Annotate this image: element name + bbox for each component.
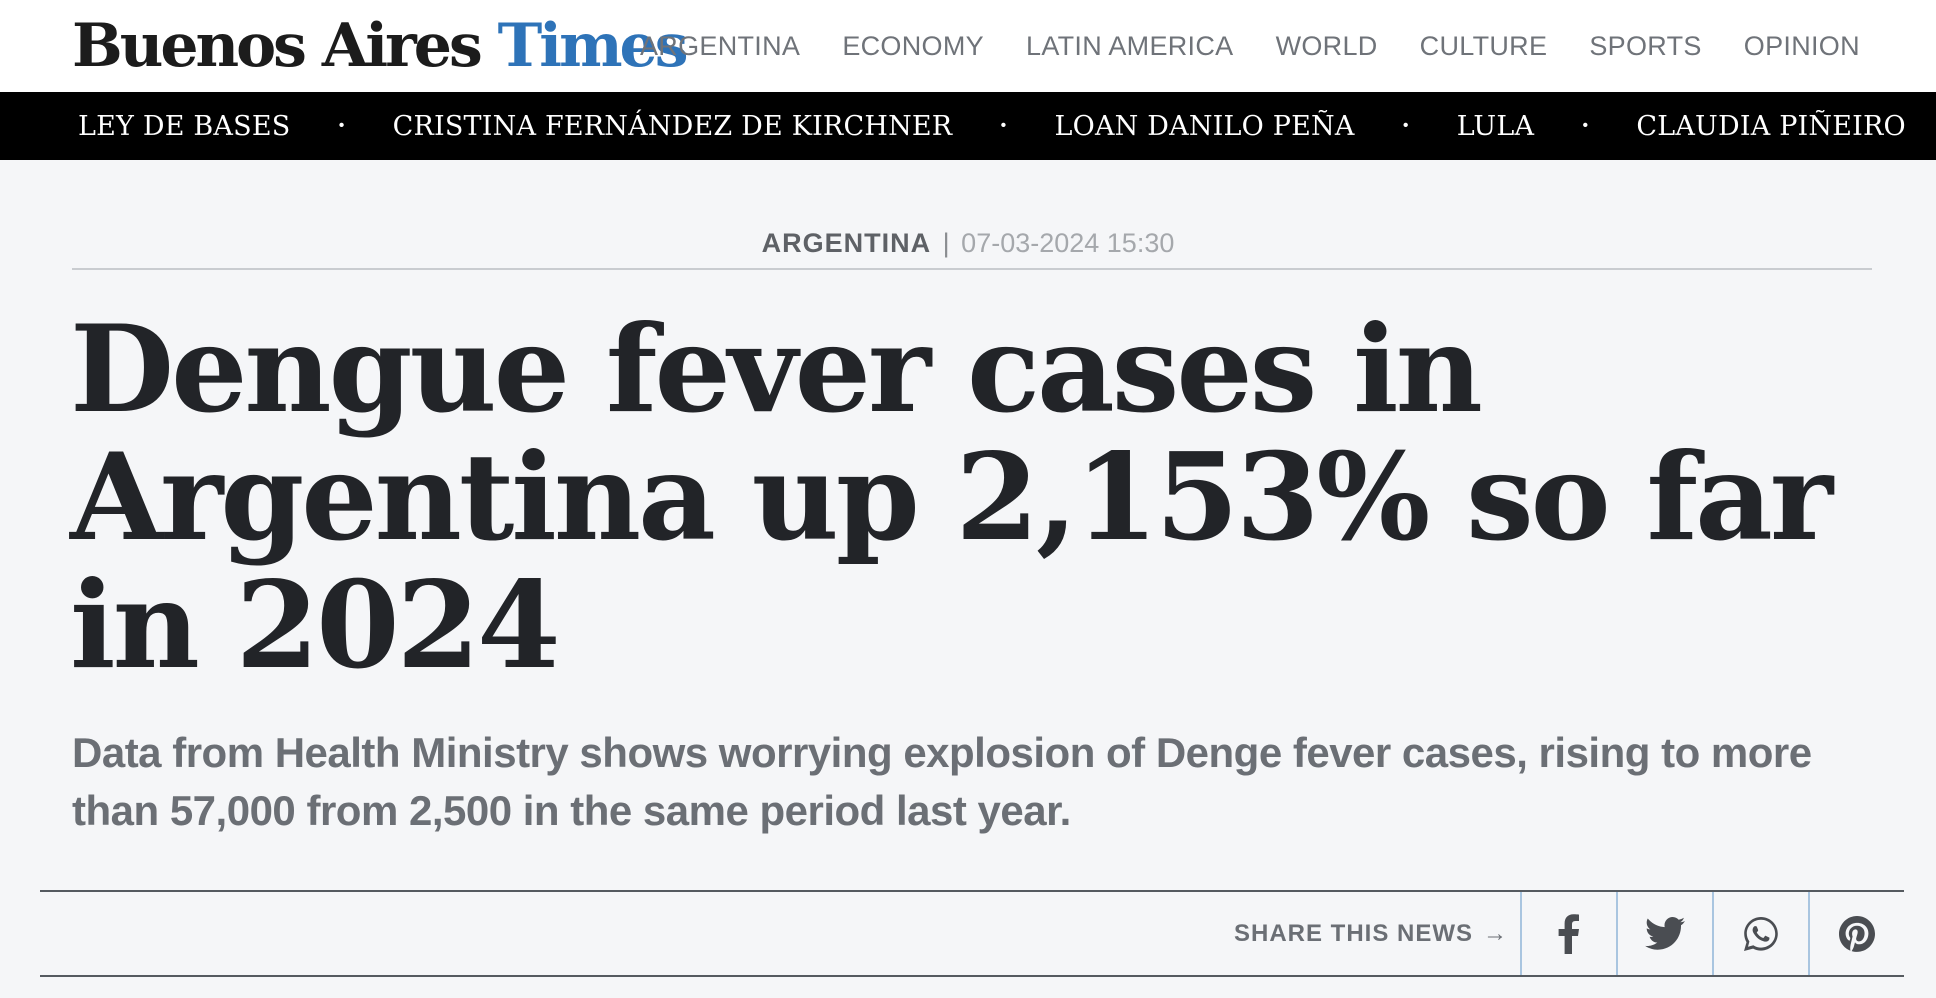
facebook-icon (1558, 913, 1579, 954)
tag-link-loan-danilo-pena[interactable]: LOAN DANILO PEÑA (1054, 110, 1355, 142)
article-meta: ARGENTINA | 07-03-2024 15:30 (0, 226, 1936, 260)
article-subhead: Data from Health Ministry shows worrying… (72, 729, 1812, 834)
trending-tags-bar: LEY DE BASES • CRISTINA FERNÁNDEZ DE KIR… (0, 92, 1936, 160)
article-section-link[interactable]: ARGENTINA (761, 228, 932, 258)
nav-item-opinion[interactable]: OPINION (1743, 30, 1860, 61)
share-bar-bottom-rule (40, 975, 1904, 977)
logo-text-buenos-aires: Buenos Aires (72, 11, 483, 81)
tag-separator: • (338, 117, 345, 134)
share-label: SHARE THIS NEWS → (1180, 892, 1520, 975)
share-twitter-button[interactable] (1616, 892, 1712, 975)
pinterest-icon (1839, 915, 1875, 952)
share-buttons (1520, 892, 1904, 975)
meta-separator: | (942, 228, 950, 258)
tag-link-lula[interactable]: LULA (1456, 110, 1535, 142)
tag-link-ley-de-bases[interactable]: LEY DE BASES (78, 110, 291, 142)
article-headline: Dengue fever cases in Argentina up 2,153… (70, 299, 1833, 696)
nav-item-latin-america[interactable]: LATIN AMERICA (1026, 30, 1234, 61)
nav-item-sports[interactable]: SPORTS (1589, 30, 1702, 61)
tag-link-claudia-pineiro[interactable]: CLAUDIA PIÑEIRO (1636, 110, 1906, 142)
tag-separator: • (1000, 117, 1007, 134)
tag-separator: • (1582, 117, 1589, 134)
twitter-icon (1645, 916, 1685, 950)
share-whatsapp-button[interactable] (1712, 892, 1808, 975)
logo-text-times: Times (497, 11, 689, 81)
nav-item-argentina[interactable]: ARGENTINA (640, 30, 801, 61)
share-label-text: SHARE THIS NEWS (1233, 919, 1473, 947)
site-header: Buenos Aires Times ARGENTINA ECONOMY LAT… (0, 0, 1936, 92)
nav-item-economy[interactable]: ECONOMY (842, 30, 984, 61)
site-logo[interactable]: Buenos Aires Times (72, 6, 689, 86)
nav-item-world[interactable]: WORLD (1275, 30, 1378, 61)
share-facebook-button[interactable] (1520, 892, 1616, 975)
share-pinterest-button[interactable] (1808, 892, 1904, 975)
main-nav: ARGENTINA ECONOMY LATIN AMERICA WORLD CU… (640, 0, 1860, 92)
nav-item-culture[interactable]: CULTURE (1419, 30, 1548, 61)
arrow-right-icon: → (1483, 919, 1508, 947)
whatsapp-icon (1744, 916, 1778, 951)
meta-divider (72, 268, 1872, 270)
share-bar-top-rule (40, 890, 1904, 892)
article-date: 07-03-2024 15:30 (961, 228, 1175, 258)
tag-separator: • (1402, 117, 1409, 134)
tag-link-cristina-fernandez-de-kirchner[interactable]: CRISTINA FERNÁNDEZ DE KIRCHNER (392, 110, 953, 142)
